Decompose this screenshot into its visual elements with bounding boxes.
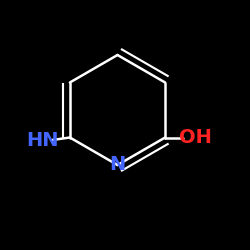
Text: HN: HN [26,130,58,150]
Text: OH: OH [179,128,212,147]
Text: N: N [110,156,126,174]
